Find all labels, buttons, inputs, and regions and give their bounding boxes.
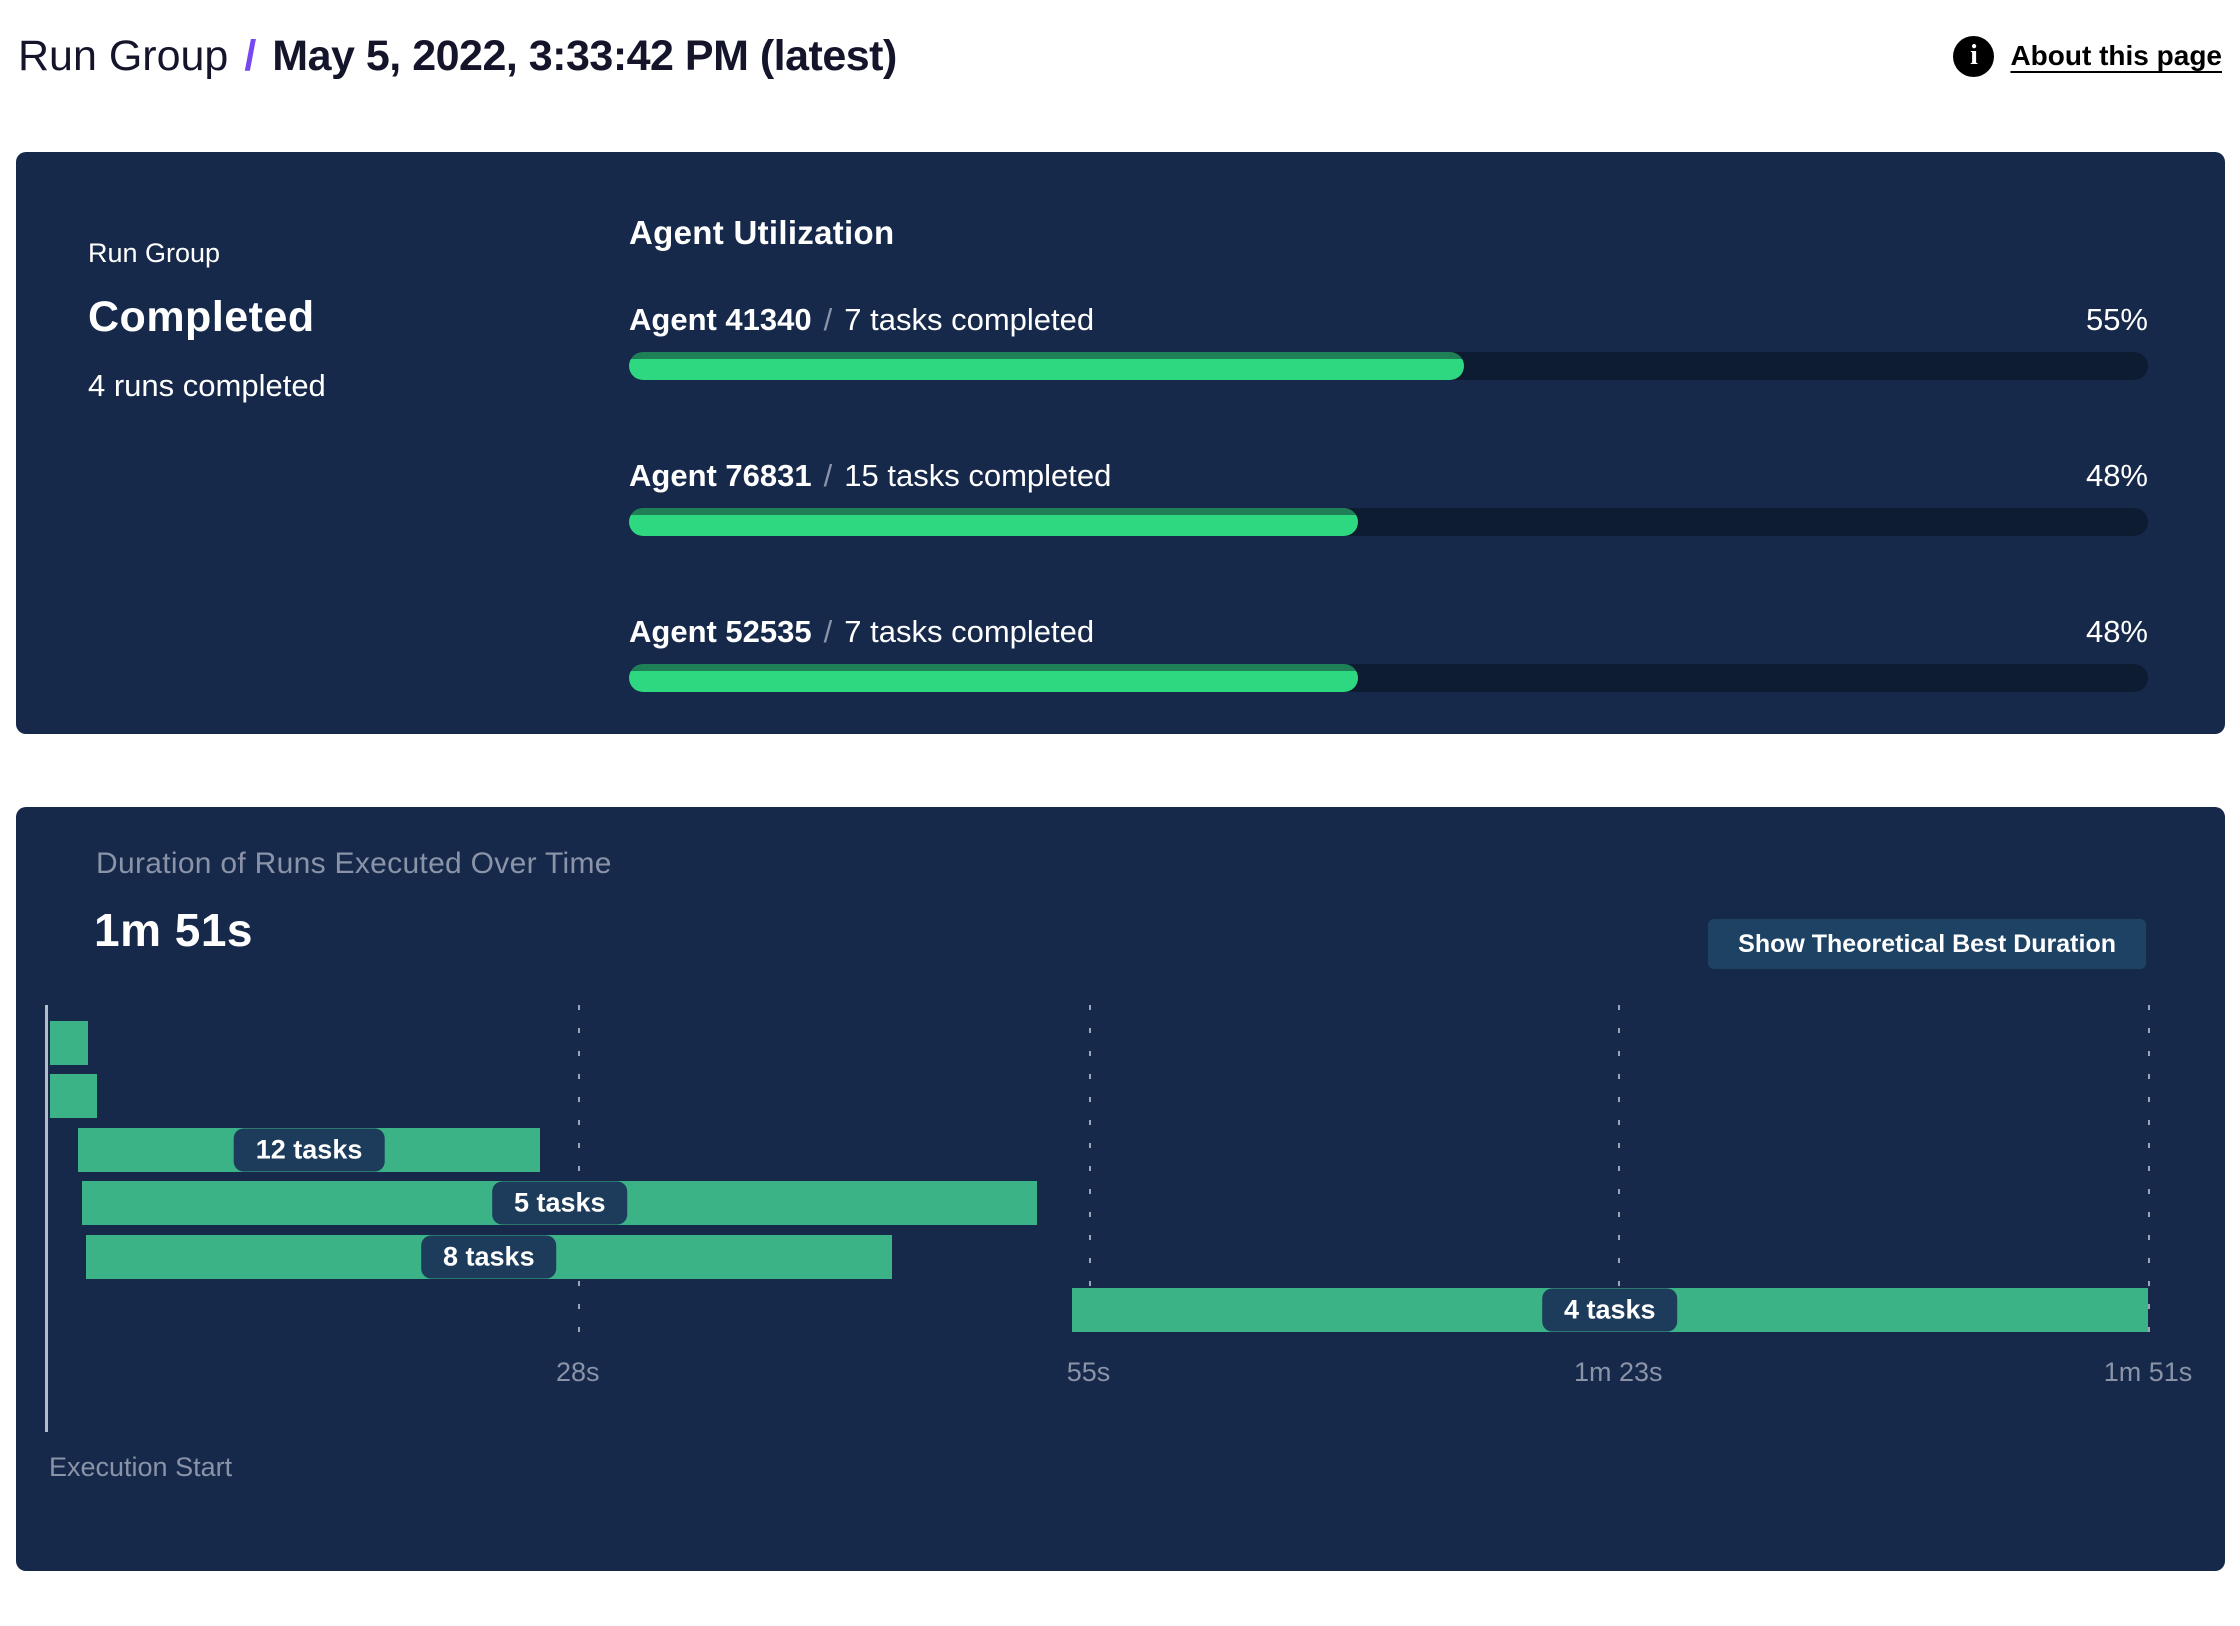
agent-tasks-completed: 15 tasks completed <box>844 458 1112 493</box>
gridline <box>1088 1005 1091 1345</box>
axis-tick-label: 28s <box>555 1357 600 1387</box>
agent-name-separator: / <box>823 458 833 493</box>
runs-completed-text: 4 runs completed <box>88 368 326 403</box>
breadcrumb-run-group[interactable]: Run Group <box>18 31 229 80</box>
agent-name: Agent 41340 <box>629 302 812 337</box>
run-group-label: Run Group <box>88 238 221 268</box>
status-text: Completed <box>88 293 315 341</box>
gridline <box>1618 1005 1621 1345</box>
agent-tasks-completed: 7 tasks completed <box>844 302 1095 337</box>
utilization-fill <box>629 508 1359 536</box>
axis-tick-label: 1m 51s <box>2103 1357 2193 1387</box>
agent-utilization-percent: 48% <box>2085 458 2148 493</box>
utilization-track <box>629 664 2148 692</box>
page-header: Run Group / May 5, 2022, 3:33:42 PM (lat… <box>18 0 2222 112</box>
breadcrumb: Run Group / May 5, 2022, 3:33:42 PM (lat… <box>18 31 897 80</box>
task-count-pill: 12 tasks <box>233 1128 385 1172</box>
agent-utilization-row: Agent 76831 / 15 tasks completed 48% <box>629 458 2148 536</box>
axis-tick-label: 1m 23s <box>1573 1357 1663 1387</box>
duration-chart-title: Duration of Runs Executed Over Time <box>96 847 612 880</box>
agent-name-separator: / <box>823 302 833 337</box>
gantt-bar[interactable] <box>49 1074 98 1119</box>
gantt-bar[interactable]: 8 tasks <box>85 1234 892 1279</box>
agent-label-line: Agent 52535 / 7 tasks completed 48% <box>629 614 2148 650</box>
duration-panel: Duration of Runs Executed Over Time 1m 5… <box>16 807 2225 1571</box>
task-count-pill: 5 tasks <box>491 1181 628 1225</box>
gridline <box>577 1005 580 1345</box>
page-title: May 5, 2022, 3:33:42 PM (latest) <box>272 31 897 80</box>
agent-label-line: Agent 76831 / 15 tasks completed 48% <box>629 458 2148 494</box>
agent-name: Agent 76831 <box>629 458 812 493</box>
utilization-track <box>629 352 2148 380</box>
gantt-bar[interactable]: 5 tasks <box>82 1181 1038 1226</box>
agent-utilization-percent: 48% <box>2085 614 2148 649</box>
gantt-bar[interactable] <box>49 1021 88 1065</box>
utilization-fill <box>629 664 1359 692</box>
gantt-bar[interactable]: 4 tasks <box>1071 1288 2148 1332</box>
agent-tasks-completed: 7 tasks completed <box>844 614 1095 649</box>
execution-start-axis-line <box>45 1005 48 1432</box>
agent-utilization-percent: 55% <box>2085 302 2148 337</box>
axis-tick-label: 55s <box>1066 1357 1111 1387</box>
info-icon: i <box>1953 35 1995 77</box>
about-this-page-link[interactable]: i About this page <box>1953 35 2222 77</box>
agent-label-line: Agent 41340 / 7 tasks completed 55% <box>629 302 2148 338</box>
task-count-pill: 4 tasks <box>1541 1288 1678 1332</box>
breadcrumb-separator: / <box>244 31 257 80</box>
agent-name-separator: / <box>823 614 833 649</box>
show-theoretical-best-duration-button[interactable]: Show Theoretical Best Duration <box>1708 919 2146 969</box>
agent-name: Agent 52535 <box>629 614 812 649</box>
total-duration-value: 1m 51s <box>94 904 254 956</box>
utilization-track <box>629 508 2148 536</box>
execution-start-label: Execution Start <box>49 1452 233 1482</box>
agent-utilization-title: Agent Utilization <box>629 214 895 251</box>
agent-utilization-row: Agent 52535 / 7 tasks completed 48% <box>629 614 2148 692</box>
gridline <box>2148 1005 2150 1345</box>
about-this-page-label: About this page <box>2010 40 2222 71</box>
gantt-bar[interactable]: 12 tasks <box>78 1127 540 1172</box>
utilization-fill <box>629 352 1465 380</box>
run-group-summary-panel: Run Group Completed 4 runs completed Age… <box>16 152 2225 734</box>
agent-utilization-section: Agent Utilization Agent 41340 / 7 tasks … <box>629 214 2148 692</box>
run-group-status-block: Run Group Completed 4 runs completed <box>88 238 568 404</box>
task-count-pill: 8 tasks <box>421 1235 557 1279</box>
agent-utilization-row: Agent 41340 / 7 tasks completed 55% <box>629 302 2148 380</box>
duration-gantt-chart: 12 tasks 5 tasks 8 tasks 4 tasks 28s 55s… <box>48 1005 2192 1387</box>
